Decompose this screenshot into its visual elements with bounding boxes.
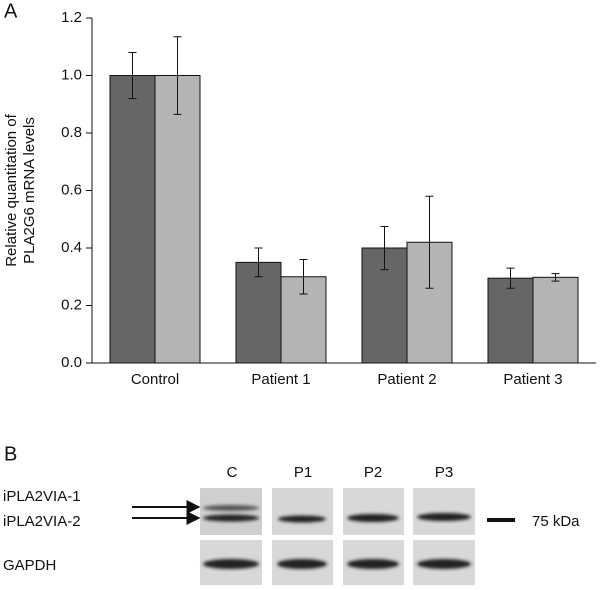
error-bar	[128, 52, 137, 99]
y-tick-label: 0.0	[61, 354, 82, 371]
blot: C P1 P2 P3 iPLA2VIA-1 iPLA2VIA-2 GAPDH 7…	[3, 464, 580, 585]
band-label: GAPDH	[3, 557, 56, 574]
blot-panel	[343, 488, 404, 535]
blot-panel	[413, 488, 475, 535]
band-label: iPLA2VIA-1	[3, 488, 81, 505]
error-bar	[425, 195, 434, 289]
y-axis-label: PLA2G6 mRNA levels	[21, 117, 38, 264]
bar	[109, 75, 156, 364]
blot-panel	[200, 488, 262, 535]
error-bar	[254, 247, 263, 278]
marker-label: 75 kDa	[532, 513, 580, 530]
y-tick-label: 0.8	[61, 124, 82, 141]
lane-label: P3	[435, 464, 453, 481]
error-bar	[551, 273, 560, 282]
x-tick-label: Patient 2	[377, 371, 436, 388]
lane-label: P2	[364, 464, 382, 481]
y-axis-label: Relative quantitation of	[3, 113, 20, 266]
blot-panel	[272, 488, 333, 535]
bar	[487, 277, 534, 364]
y-tick-label: 0.6	[61, 181, 82, 198]
bar	[235, 261, 282, 364]
error-bar	[299, 259, 308, 295]
y-tick-label: 1.2	[61, 9, 82, 26]
lane-label: C	[227, 464, 238, 481]
lane-label: P1	[294, 464, 312, 481]
panel-label: B	[4, 443, 17, 465]
error-bar	[173, 36, 182, 115]
error-bar	[380, 225, 389, 271]
bar	[532, 276, 579, 364]
band-label: iPLA2VIA-2	[3, 513, 81, 530]
x-tick-label: Patient 3	[503, 371, 562, 388]
x-tick-label: Patient 1	[251, 371, 310, 388]
panel-label: A	[4, 0, 18, 22]
y-tick-label: 1.0	[61, 66, 82, 83]
y-tick-label: 0.2	[61, 296, 82, 313]
bands	[203, 505, 471, 569]
y-tick-label: 0.4	[61, 239, 82, 256]
x-tick-label: Control	[131, 371, 179, 388]
bar	[154, 75, 201, 364]
error-bar	[506, 267, 515, 289]
